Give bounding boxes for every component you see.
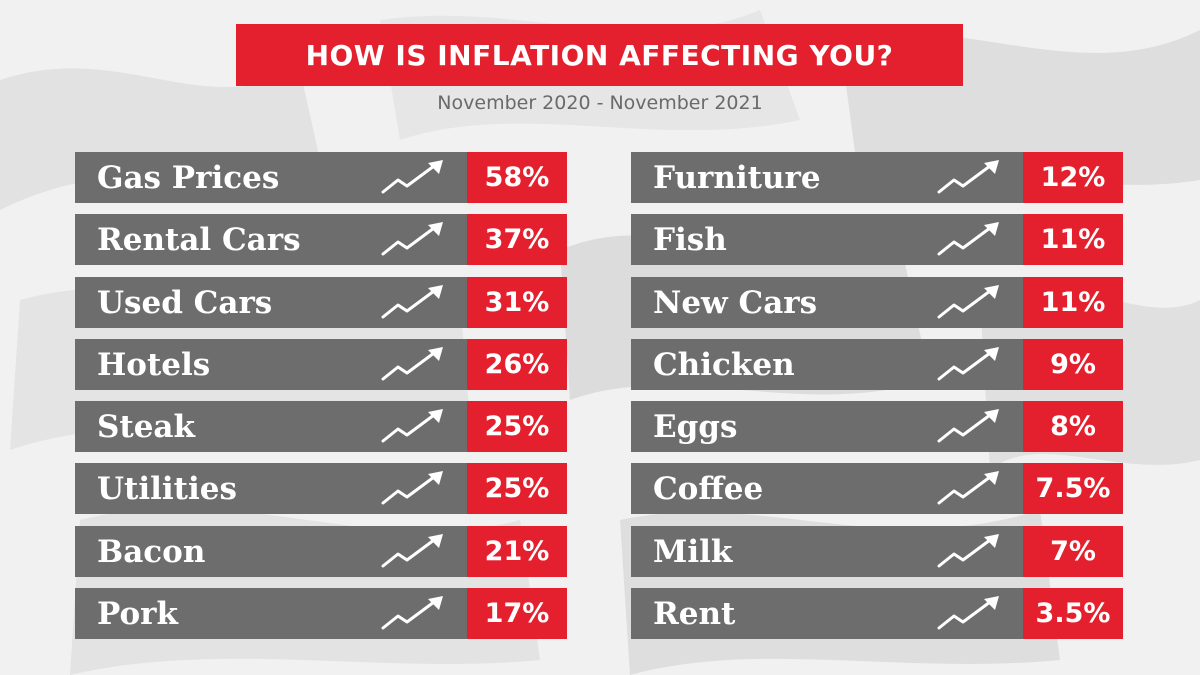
chart-subtitle: November 2020 - November 2021 xyxy=(437,92,763,114)
chart-title: HOW IS INFLATION AFFECTING YOU? xyxy=(236,24,963,86)
row-label-bar: Eggs xyxy=(631,401,1023,453)
row-percentage: 9% xyxy=(1023,338,1123,390)
trend-up-arrow-icon xyxy=(381,160,443,194)
row-label: Hotels xyxy=(97,346,211,383)
table-row: New Cars 11% xyxy=(631,276,1123,328)
row-label-bar: Steak xyxy=(75,401,467,453)
row-label: Gas Prices xyxy=(97,160,280,196)
row-percentage: 3.5% xyxy=(1023,588,1123,640)
row-label-bar: Fish xyxy=(631,214,1023,266)
row-label-bar: New Cars xyxy=(631,276,1023,328)
row-label: Rental Cars xyxy=(97,222,301,259)
table-row: Pork 17% xyxy=(75,588,567,640)
trend-up-arrow-icon xyxy=(937,160,999,194)
row-label-bar: Pork xyxy=(75,588,467,640)
trend-up-arrow-icon xyxy=(381,284,443,319)
row-label-bar: Coffee xyxy=(631,463,1023,515)
table-row: Eggs 8% xyxy=(631,401,1123,453)
row-label: New Cars xyxy=(653,284,818,321)
row-label-bar: Rental Cars xyxy=(75,214,467,266)
table-row: Steak 25% xyxy=(75,401,567,453)
table-row: Chicken 9% xyxy=(631,338,1123,390)
trend-up-arrow-icon xyxy=(937,533,999,568)
row-label: Chicken xyxy=(653,346,795,383)
row-percentage: 26% xyxy=(467,338,567,390)
row-label-bar: Milk xyxy=(631,525,1023,577)
row-percentage: 11% xyxy=(1023,214,1123,266)
table-row: Rent 3.5% xyxy=(631,588,1123,640)
row-percentage: 31% xyxy=(467,276,567,328)
trend-up-arrow-icon xyxy=(381,533,443,568)
row-label-bar: Used Cars xyxy=(75,276,467,328)
table-row: Rental Cars 37% xyxy=(75,214,567,266)
table-row: Hotels 26% xyxy=(75,338,567,390)
table-row: Milk 7% xyxy=(631,525,1123,577)
table-row: Gas Prices 58% xyxy=(75,152,567,203)
row-label: Fish xyxy=(653,222,727,259)
trend-up-arrow-icon xyxy=(381,409,443,443)
trend-up-arrow-icon xyxy=(381,222,443,256)
row-label: Pork xyxy=(97,596,178,633)
right-column: Furniture 12% Fish 11% New Cars 11% Chicken 9% E… xyxy=(631,152,1123,650)
table-row: Bacon 21% xyxy=(75,525,567,577)
row-percentage: 58% xyxy=(467,152,567,203)
row-label: Rent xyxy=(653,596,736,633)
trend-up-arrow-icon xyxy=(937,284,999,319)
row-percentage: 7% xyxy=(1023,525,1123,577)
row-percentage: 12% xyxy=(1023,152,1123,203)
row-label: Bacon xyxy=(97,533,206,570)
row-label-bar: Chicken xyxy=(631,338,1023,390)
trend-up-arrow-icon xyxy=(937,409,999,443)
left-column: Gas Prices 58% Rental Cars 37% Used Cars 31% H… xyxy=(75,152,567,650)
trend-up-arrow-icon xyxy=(937,471,999,505)
row-percentage: 7.5% xyxy=(1023,463,1123,515)
row-percentage: 21% xyxy=(467,525,567,577)
table-row: Used Cars 31% xyxy=(75,276,567,328)
trend-up-arrow-icon xyxy=(381,596,443,630)
row-label: Steak xyxy=(97,409,195,446)
table-row: Coffee 7.5% xyxy=(631,463,1123,515)
row-label: Milk xyxy=(653,533,733,570)
row-label: Utilities xyxy=(97,471,237,508)
row-label-bar: Rent xyxy=(631,588,1023,640)
row-percentage: 25% xyxy=(467,463,567,515)
row-label-bar: Furniture xyxy=(631,152,1023,203)
row-label-bar: Bacon xyxy=(75,525,467,577)
row-percentage: 17% xyxy=(467,588,567,640)
row-label-bar: Utilities xyxy=(75,463,467,515)
trend-up-arrow-icon xyxy=(937,346,999,381)
row-label: Furniture xyxy=(653,160,821,196)
row-label: Used Cars xyxy=(97,284,273,321)
table-row: Utilities 25% xyxy=(75,463,567,515)
table-row: Fish 11% xyxy=(631,214,1123,266)
row-label-bar: Hotels xyxy=(75,338,467,390)
trend-up-arrow-icon xyxy=(381,346,443,381)
trend-up-arrow-icon xyxy=(381,471,443,505)
trend-up-arrow-icon xyxy=(937,222,999,256)
row-label: Coffee xyxy=(653,471,764,508)
trend-up-arrow-icon xyxy=(937,596,999,630)
row-percentage: 37% xyxy=(467,214,567,266)
row-label: Eggs xyxy=(653,409,738,446)
row-label-bar: Gas Prices xyxy=(75,152,467,203)
table-row: Furniture 12% xyxy=(631,152,1123,203)
row-percentage: 25% xyxy=(467,401,567,453)
row-percentage: 8% xyxy=(1023,401,1123,453)
row-percentage: 11% xyxy=(1023,276,1123,328)
